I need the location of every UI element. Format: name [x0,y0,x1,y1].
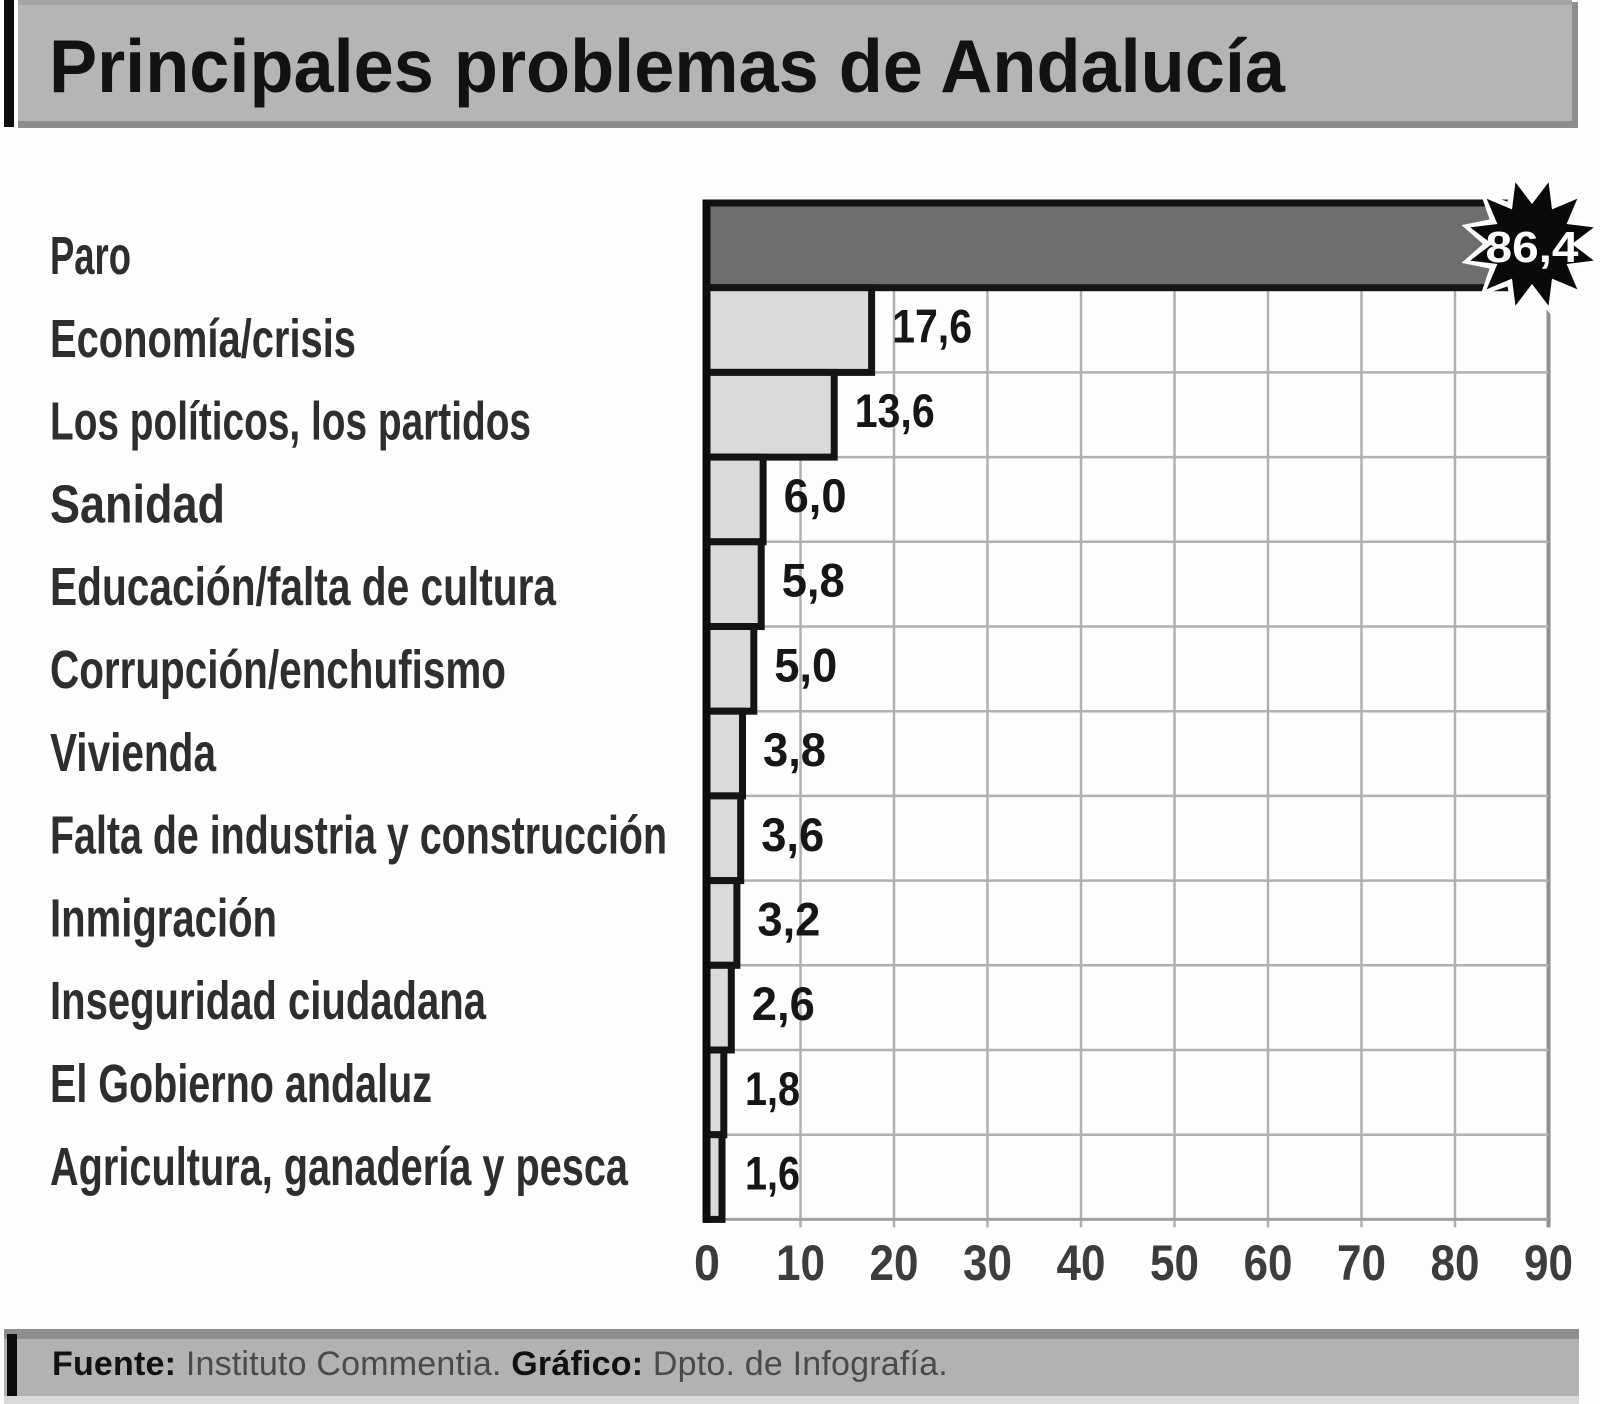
svg-text:Falta de industria y construcc: Falta de industria y construcción [50,806,667,866]
svg-text:13,6: 13,6 [855,384,935,437]
svg-text:Agricultura, ganadería y pesca: Agricultura, ganadería y pesca [50,1137,629,1197]
svg-text:Fuente: Instituto Commentia. G: Fuente: Instituto Commentia. Gráfico: Dp… [52,1345,948,1383]
svg-text:70: 70 [1337,1235,1386,1291]
svg-text:Corrupción/enchufismo: Corrupción/enchufismo [50,640,506,700]
svg-text:60: 60 [1244,1235,1293,1291]
svg-text:Inseguridad ciudadana: Inseguridad ciudadana [50,971,487,1031]
svg-text:5,8: 5,8 [782,554,845,607]
svg-text:Educación/falta de cultura: Educación/falta de cultura [50,557,557,617]
svg-text:5,0: 5,0 [774,638,837,691]
svg-text:3,2: 3,2 [757,893,820,946]
svg-text:Vivienda: Vivienda [50,723,217,783]
svg-text:2,6: 2,6 [752,977,815,1030]
svg-text:0: 0 [694,1235,720,1291]
svg-text:El Gobierno andaluz: El Gobierno andaluz [50,1054,432,1114]
svg-text:Paro: Paro [50,226,131,286]
svg-text:6,0: 6,0 [784,469,847,522]
svg-text:Los políticos, los partidos: Los políticos, los partidos [50,392,531,452]
svg-text:Sanidad: Sanidad [50,474,225,534]
svg-text:10: 10 [776,1235,825,1291]
svg-text:3,6: 3,6 [761,808,824,861]
svg-text:40: 40 [1057,1235,1106,1291]
svg-text:Economía/crisis: Economía/crisis [50,309,356,369]
svg-text:50: 50 [1150,1235,1199,1291]
svg-text:86,4: 86,4 [1486,223,1580,272]
svg-text:Principales problemas de Andal: Principales problemas de Andalucía [49,24,1286,108]
svg-text:20: 20 [870,1235,919,1291]
svg-text:80: 80 [1431,1235,1480,1291]
svg-text:1,8: 1,8 [745,1062,800,1115]
svg-text:3,8: 3,8 [763,723,826,776]
svg-text:30: 30 [963,1235,1012,1291]
svg-text:1,6: 1,6 [745,1147,800,1200]
svg-text:Inmigración: Inmigración [50,888,277,948]
svg-text:17,6: 17,6 [892,300,972,353]
svg-text:90: 90 [1524,1235,1573,1291]
